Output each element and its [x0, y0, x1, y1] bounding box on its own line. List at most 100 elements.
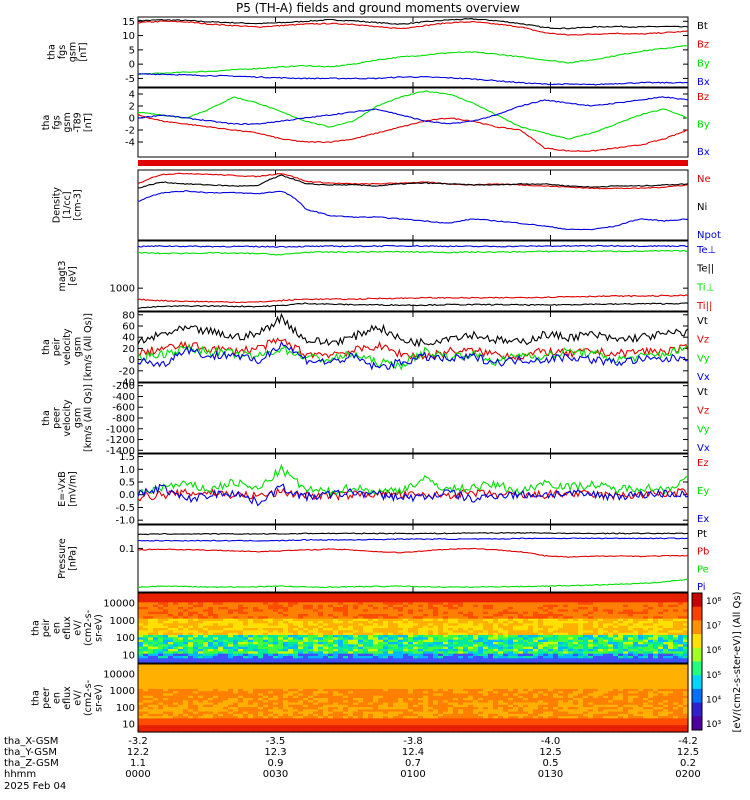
spectrogram-cell	[668, 625, 674, 629]
spectrogram-cell	[228, 593, 234, 596]
spectrogram-cell	[443, 646, 449, 650]
spectrogram-cell	[578, 621, 584, 624]
spectrogram-cell	[358, 700, 364, 704]
spectrogram-cell	[193, 611, 199, 615]
spectrogram-cell	[193, 604, 199, 608]
spectrogram-cell	[148, 695, 154, 699]
spectrogram-cell	[393, 628, 399, 631]
spectrogram-cell	[213, 673, 219, 676]
spectrogram-cell	[383, 644, 389, 648]
spectrogram-cell	[183, 686, 189, 690]
spectrogram-cell	[208, 618, 214, 622]
spectrogram-cell	[188, 679, 194, 683]
spectrogram-cell	[188, 688, 194, 692]
spectrogram-cell	[603, 642, 609, 645]
spectrogram-cell	[248, 616, 254, 620]
spectrogram-cell	[393, 607, 399, 610]
spectrogram-cell	[298, 727, 304, 731]
spectrogram-cell	[393, 595, 399, 599]
spectrogram-cell	[293, 597, 299, 601]
spectrogram-cell	[523, 607, 529, 610]
spectrogram-cell	[433, 632, 439, 636]
spectrogram-cell	[233, 729, 239, 733]
spectrogram-cell	[423, 642, 429, 645]
spectrogram-cell	[203, 704, 209, 708]
spectrogram-cell	[478, 600, 484, 603]
spectrogram-cell	[303, 675, 309, 679]
spectrogram-cell	[178, 632, 184, 636]
spectrogram-cell	[358, 713, 364, 717]
spectrogram-cell	[613, 611, 619, 615]
spectrogram-cell	[253, 611, 259, 615]
spectrogram-cell	[683, 597, 689, 601]
spectrogram-cell	[208, 595, 214, 599]
spectrogram-cell	[383, 658, 389, 662]
spectrogram-cell	[208, 693, 214, 697]
spectrogram-cell	[198, 668, 204, 672]
spectrogram-cell	[303, 682, 309, 685]
spectrogram-cell	[278, 614, 284, 617]
spectrogram-cell	[593, 628, 599, 631]
spectrogram-cell	[183, 695, 189, 699]
spectrogram-cell	[578, 604, 584, 608]
spectrogram-cell	[298, 642, 304, 645]
spectrogram-cell	[263, 628, 269, 631]
spectrogram-cell	[158, 677, 164, 681]
spectrogram-cell	[153, 713, 159, 717]
spectrogram-cell	[248, 649, 254, 652]
spectrogram-cell	[238, 709, 244, 713]
panel-peer_spec: tha peer en eflux eV/(cm2-s-sr-eV)1000010001…	[31, 663, 689, 733]
spectrogram-cell	[628, 597, 634, 601]
spectrogram-cell	[478, 614, 484, 617]
spectrogram-cell	[653, 597, 659, 601]
spectrogram-cell	[283, 713, 289, 717]
spectrogram-cell	[258, 722, 264, 726]
spectrogram-cell	[633, 595, 639, 599]
spectrogram-cell	[438, 628, 444, 631]
spectrogram-cell	[563, 635, 569, 638]
spectrogram-cell	[263, 600, 269, 603]
spectrogram-cell	[318, 684, 324, 688]
y-tick-label: 100	[116, 703, 135, 714]
spectrogram-cell	[278, 611, 284, 615]
spectrogram-cell	[298, 609, 304, 613]
spectrogram-cell	[248, 639, 254, 643]
spectrogram-cell	[273, 725, 279, 729]
spectrogram-cell	[228, 720, 234, 724]
spectrogram-cell	[558, 628, 564, 631]
spectrogram-cell	[243, 684, 249, 688]
spectrogram-cell	[208, 673, 214, 676]
spectrogram-cell	[348, 639, 354, 643]
spectrogram-cell	[473, 630, 479, 634]
spectrogram-cell	[358, 666, 364, 670]
spectrogram-cell	[498, 604, 504, 608]
spectrogram-cell	[138, 660, 144, 664]
spectrogram-cell	[428, 656, 434, 659]
spectrogram-cell	[308, 593, 314, 596]
spectrogram-cell	[248, 644, 254, 648]
spectrogram-cell	[413, 616, 419, 620]
spectrogram-cell	[588, 630, 594, 634]
spectrogram-cell	[228, 673, 234, 676]
spectrogram-cell	[658, 602, 664, 606]
spectrogram-cell	[333, 621, 339, 624]
spectrogram-cell	[493, 642, 499, 645]
spectrogram-cell	[238, 623, 244, 627]
spectrogram-cell	[668, 600, 674, 603]
spectrogram-cell	[283, 707, 289, 710]
spectrogram-cell	[628, 623, 634, 627]
spectrogram-cell	[463, 607, 469, 610]
spectrogram-cell	[588, 604, 594, 608]
spectrogram-cell	[353, 668, 359, 672]
spectrogram-cell	[368, 623, 374, 627]
spectrogram-cell	[428, 653, 434, 657]
spectrogram-cell	[398, 630, 404, 634]
spectrogram-cell	[323, 700, 329, 704]
y-axis-label: fgs	[52, 115, 63, 129]
spectrogram-cell	[483, 614, 489, 617]
spectrogram-cell	[333, 635, 339, 638]
spectrogram-cell	[588, 614, 594, 617]
y-axis-label: velocity	[62, 328, 73, 366]
spectrogram-cell	[268, 709, 274, 713]
spectrogram-cell	[213, 684, 219, 688]
